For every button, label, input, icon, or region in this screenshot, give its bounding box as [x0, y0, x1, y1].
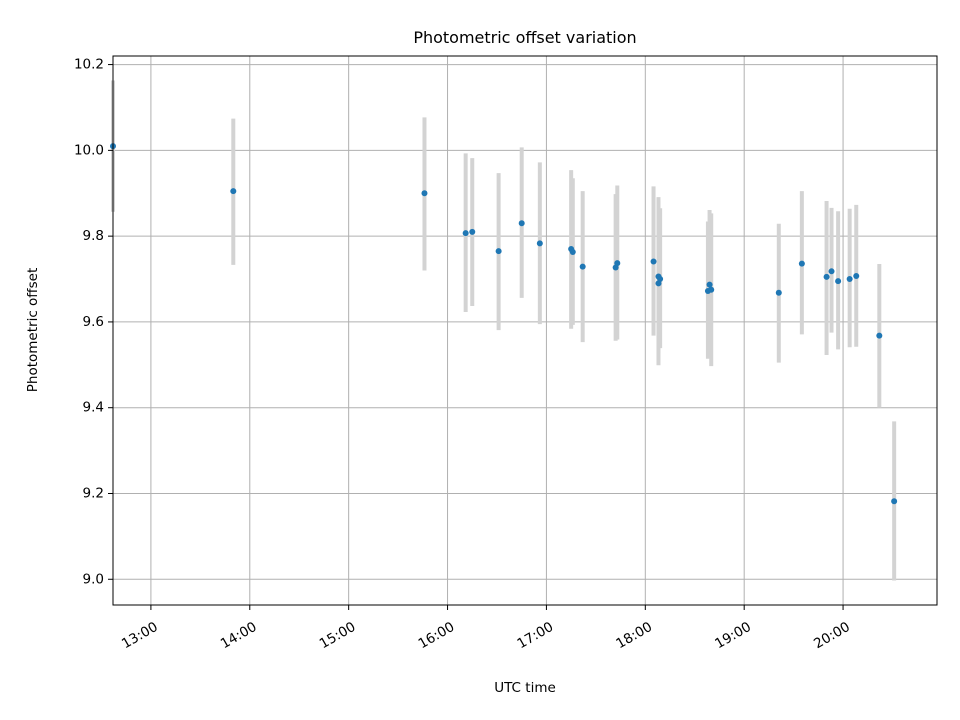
axis-ticks: 13:00 14:00 15:00 16:00 17:00 18:00 19:00 20:00…	[74, 57, 853, 653]
y-tick-label: 9.6	[83, 314, 104, 330]
x-tick-label: 20:00	[811, 619, 853, 652]
x-tick-label: 17:00	[515, 619, 557, 652]
data-point	[798, 260, 805, 267]
x-tick-label: 19:00	[712, 619, 754, 652]
y-tick-label: 9.8	[83, 228, 104, 244]
data-point	[536, 240, 543, 247]
x-axis-label: UTC time	[494, 680, 556, 696]
x-tick-label: 14:00	[218, 619, 260, 652]
plot-frame	[112, 55, 938, 606]
grid-lines	[113, 56, 937, 605]
data-point	[828, 268, 835, 275]
x-tick-label: 13:00	[119, 619, 161, 652]
data-point	[469, 228, 476, 235]
data-points	[110, 143, 898, 505]
data-point	[569, 249, 576, 256]
data-point	[876, 332, 883, 339]
data-point	[579, 263, 586, 270]
data-point	[421, 190, 428, 197]
data-point	[835, 278, 842, 285]
data-point	[650, 258, 657, 265]
y-axis-label: Photometric offset	[25, 268, 41, 392]
data-point	[495, 248, 502, 255]
y-tick-label: 10.0	[74, 142, 104, 158]
error-bars	[111, 80, 897, 581]
data-point	[518, 220, 525, 227]
data-point	[708, 286, 715, 293]
data-point	[614, 260, 621, 267]
y-tick-label: 9.4	[83, 400, 104, 416]
x-tick-label: 16:00	[416, 619, 458, 652]
data-point	[775, 289, 782, 296]
x-tick-label: 15:00	[317, 619, 359, 652]
data-point	[462, 230, 469, 237]
y-tick-label: 10.2	[74, 57, 104, 73]
data-point	[657, 276, 664, 283]
data-point	[230, 188, 237, 195]
data-point	[891, 498, 898, 505]
data-point	[846, 276, 853, 283]
data-point	[706, 281, 713, 288]
data-point	[823, 273, 830, 280]
y-tick-label: 9.0	[83, 571, 104, 587]
y-tick-label: 9.2	[83, 485, 104, 501]
x-tick-label: 18:00	[613, 619, 655, 652]
data-point	[853, 273, 860, 280]
chart-title: Photometric offset variation	[413, 28, 636, 47]
